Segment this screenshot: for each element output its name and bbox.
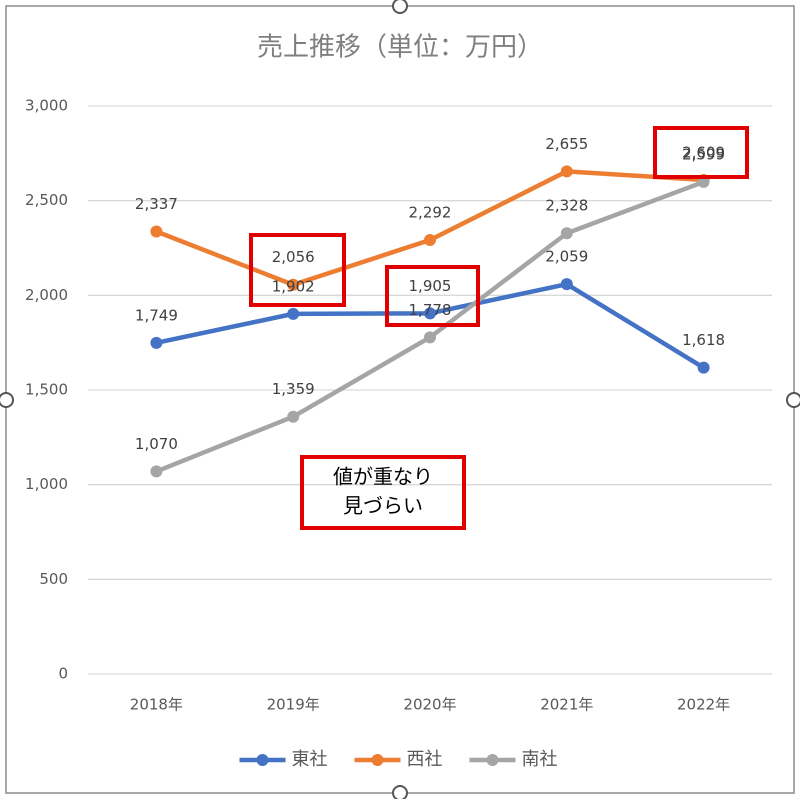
y-tick-label: 1,000 [25,475,68,493]
y-tick-label: 3,000 [25,97,68,115]
data-point [560,278,573,291]
x-tick-label: 2022年 [677,696,730,714]
x-tick-label: 2021年 [540,696,593,714]
data-point [424,307,436,320]
y-tick-label: 0 [58,665,68,683]
highlight-box [300,455,466,530]
handle [786,392,800,408]
data-point [150,336,163,349]
data-label: 1,902 [272,277,315,295]
legend-marker [486,754,499,766]
handle [392,0,408,14]
highlight-box [653,126,749,179]
x-tick-label: 2019年 [267,696,320,714]
highlight-boxes [249,126,749,530]
data-label: 1,070 [135,435,178,453]
data-point [560,165,573,178]
y-tick-label: 2,000 [25,286,68,304]
legend-label: 南社 [522,749,558,770]
data-point [287,278,300,291]
data-label: 1,778 [409,301,452,319]
data-point [287,410,300,423]
legend-marker [371,754,384,766]
data-label: 2,599 [682,145,725,163]
chart-frame [5,5,795,794]
data-label: 1,749 [135,306,178,324]
y-tick-label: 2,500 [25,191,68,209]
annotation: 見づらい [343,494,423,518]
y-tick-label: 1,500 [25,381,68,399]
handle [0,392,14,408]
data-label: 2,655 [545,135,588,153]
highlight-box [385,265,480,327]
data-point [287,307,300,320]
data-label: 2,059 [545,248,588,266]
legend-label: 東社 [292,749,328,770]
plot: 0 500 1,000 1,500 2,000 2,500 3,000 2018年 2019年 2… [25,97,772,770]
data-point [697,361,710,374]
y-tick-label: 500 [39,570,68,588]
legend-label: 西社 [407,749,443,770]
data-point [424,331,436,344]
data-label: 1,618 [682,331,725,349]
chart-title: 売上推移（単位：万円） [257,33,543,63]
data-point [424,234,436,247]
annotation: 値が重なり [333,465,433,489]
data-label: 2,292 [409,204,452,222]
data-label: 2,609 [682,144,725,162]
x-tick-label: 2020年 [403,696,456,714]
data-label: 2,337 [135,195,178,213]
data-label: 1,905 [409,277,452,295]
x-tick-label: 2018年 [130,696,183,714]
data-point [560,227,573,240]
data-point [150,225,163,238]
highlight-box [249,233,346,307]
legend-marker [256,754,269,766]
data-label: 1,359 [272,380,315,398]
data-label: 2,056 [272,248,315,266]
data-label: 2,328 [545,197,588,215]
data-point [150,465,163,478]
handle [392,785,408,799]
